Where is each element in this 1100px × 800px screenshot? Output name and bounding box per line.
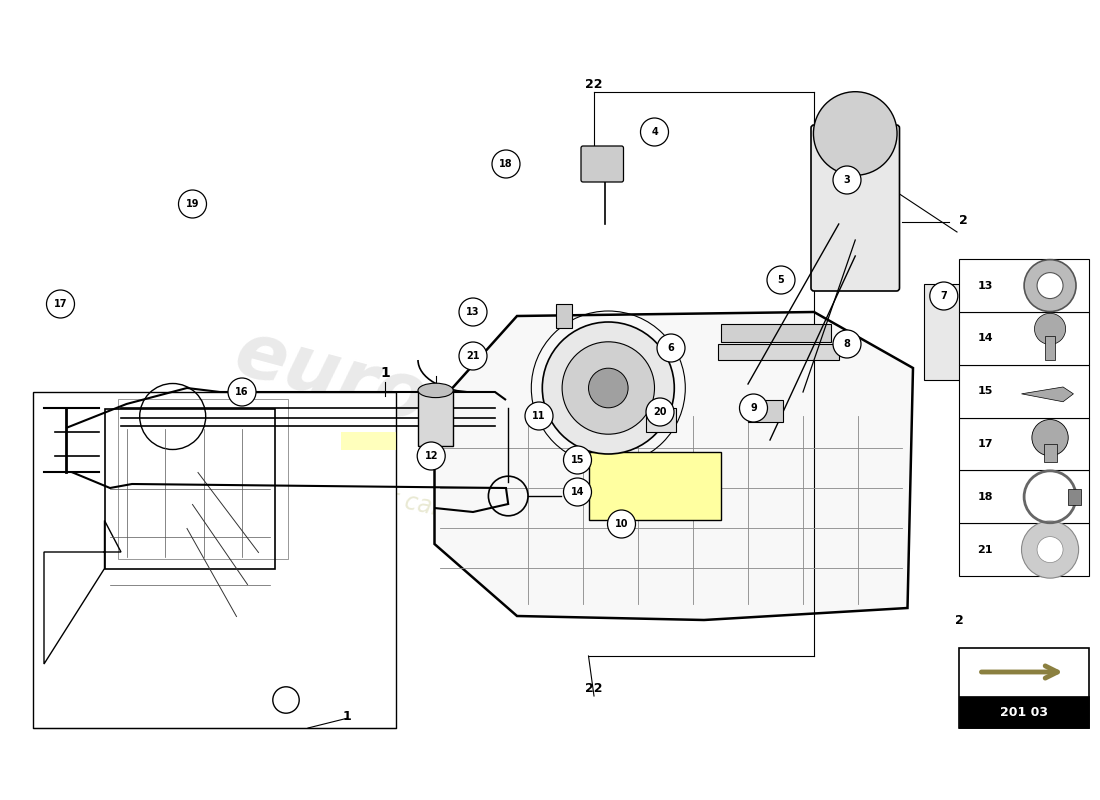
Text: 18: 18 [978,492,993,502]
Text: 18: 18 [499,159,513,169]
Text: 5: 5 [778,275,784,285]
Text: 2: 2 [955,614,964,626]
Text: 21: 21 [466,351,480,361]
Text: 15: 15 [978,386,993,396]
Text: 19: 19 [186,199,199,209]
Ellipse shape [418,383,453,398]
Bar [959,696,1089,728]
Bar [646,408,676,432]
Text: 20: 20 [653,407,667,417]
Circle shape [640,118,669,146]
Text: 3: 3 [844,175,850,185]
Bar [1068,489,1081,505]
Text: 21: 21 [978,545,993,554]
Circle shape [588,368,628,408]
Bar [341,432,396,450]
Circle shape [930,282,958,310]
Circle shape [1034,314,1066,345]
Bar [118,399,288,559]
Bar [588,452,720,520]
Text: 13: 13 [466,307,480,317]
Text: 1: 1 [381,366,389,380]
Circle shape [525,402,553,430]
Bar [33,392,396,728]
Bar [959,523,1089,576]
Circle shape [563,446,592,474]
Text: 1: 1 [342,710,351,722]
Text: eurocars: eurocars [227,315,609,485]
Text: 22: 22 [585,682,603,694]
Bar [1044,444,1056,462]
Text: 9: 9 [750,403,757,413]
Text: 22: 22 [585,78,603,90]
Circle shape [833,166,861,194]
Circle shape [1037,537,1063,562]
Bar [104,409,275,569]
Circle shape [417,442,446,470]
Circle shape [459,298,487,326]
Text: 16: 16 [235,387,249,397]
FancyArrowPatch shape [981,666,1057,678]
Bar [959,648,1089,728]
Text: 14: 14 [977,334,993,343]
Circle shape [1022,521,1079,578]
Bar [720,324,830,342]
Circle shape [814,92,898,175]
Circle shape [739,394,768,422]
Bar [718,344,839,360]
FancyBboxPatch shape [581,146,624,182]
Polygon shape [1022,387,1074,402]
Text: 7: 7 [940,291,947,301]
Bar [959,259,1089,312]
Circle shape [542,322,674,454]
Text: 17: 17 [54,299,67,309]
Circle shape [767,266,795,294]
Bar [924,284,984,380]
Circle shape [1024,260,1076,311]
Text: 14: 14 [571,487,584,497]
Text: 13: 13 [978,281,993,290]
Text: a passion for cars since 1985: a passion for cars since 1985 [246,456,590,552]
Text: 6: 6 [668,343,674,353]
Circle shape [1037,273,1063,298]
FancyBboxPatch shape [811,125,900,291]
Polygon shape [434,312,913,620]
Bar [959,312,1089,365]
Bar [959,470,1089,523]
Text: 10: 10 [615,519,628,529]
Bar [1045,336,1055,359]
Bar [418,390,453,446]
Text: 17: 17 [978,439,993,449]
Text: 8: 8 [844,339,850,349]
Circle shape [459,342,487,370]
Text: 11: 11 [532,411,546,421]
Text: 15: 15 [571,455,584,465]
Circle shape [492,150,520,178]
Circle shape [646,398,674,426]
Text: 12: 12 [425,451,438,461]
Circle shape [1032,419,1068,456]
Circle shape [178,190,207,218]
Text: 4: 4 [651,127,658,137]
Circle shape [563,478,592,506]
Circle shape [833,330,861,358]
Circle shape [657,334,685,362]
Text: 2: 2 [959,214,968,226]
Bar [959,418,1089,470]
Circle shape [228,378,256,406]
Circle shape [562,342,654,434]
Circle shape [607,510,636,538]
Bar [556,304,572,328]
Bar [748,400,783,422]
Text: 201 03: 201 03 [1000,706,1048,718]
Bar [959,365,1089,418]
Circle shape [46,290,75,318]
